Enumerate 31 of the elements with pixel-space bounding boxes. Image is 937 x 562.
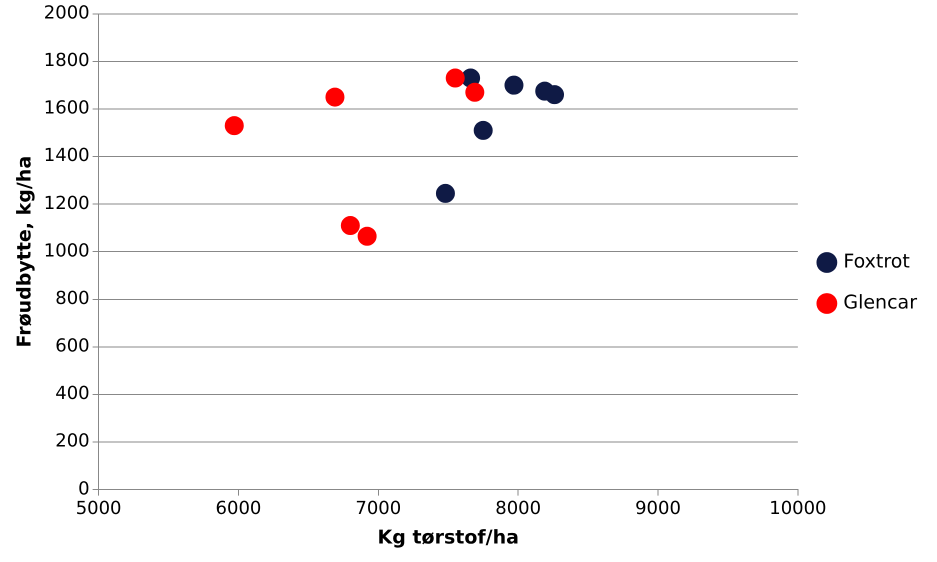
y-tick-label: 400 (55, 383, 90, 404)
x-tick-label: 9000 (635, 498, 681, 520)
y-tick-label: 1000 (44, 240, 90, 262)
legend-label: Glencar (843, 291, 918, 314)
y-axis-title: Frøudbytte, kg/ha (13, 156, 36, 348)
y-tick-label: 800 (55, 288, 90, 309)
legend-label: Foxtrot (843, 250, 910, 272)
point (340, 216, 360, 236)
y-tick-label: 1200 (44, 192, 90, 214)
point (465, 82, 484, 102)
point (504, 76, 524, 95)
x-tick-label: 5000 (76, 498, 122, 520)
y-tick-label: 2000 (44, 2, 90, 24)
point (358, 226, 377, 246)
x-tick-label: 8000 (495, 498, 542, 520)
x-tick-label: 10000 (769, 498, 826, 520)
x-axis-title: Kg tørstof/ha (378, 526, 519, 549)
y-tick-label: 600 (55, 336, 90, 357)
y-tick-label: 0 (78, 478, 90, 500)
x-tick-label: 6000 (216, 498, 262, 520)
point (446, 68, 465, 88)
x-tick-label: 7000 (355, 498, 402, 520)
y-tick-label: 200 (55, 430, 90, 452)
point (325, 88, 344, 107)
point (545, 85, 564, 104)
point (224, 116, 244, 136)
point (436, 184, 455, 203)
y-tick-label: 1400 (44, 145, 90, 166)
y-tick-label: 1600 (44, 98, 90, 119)
point (474, 120, 493, 140)
y-tick-label: 1800 (44, 50, 90, 72)
